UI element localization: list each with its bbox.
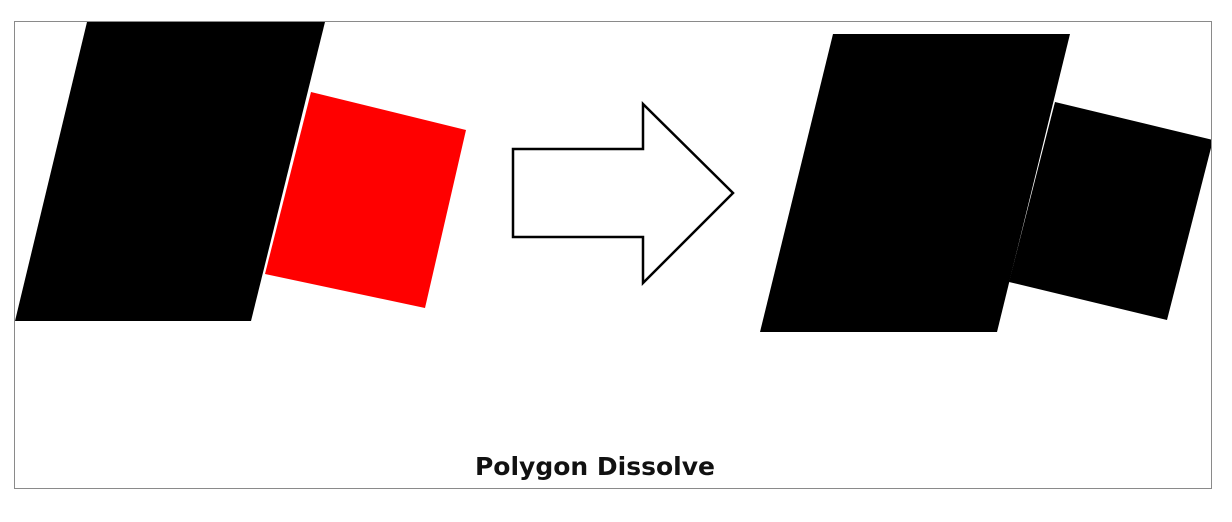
output-parallelogram — [760, 34, 1070, 332]
diagram-frame: Polygon Dissolve — [14, 21, 1212, 489]
output-square — [1009, 102, 1211, 320]
input-parallelogram — [15, 22, 325, 321]
right-arrow-icon — [511, 101, 735, 287]
input-polygons — [15, 22, 466, 321]
arrow-shape — [511, 101, 735, 287]
polygon-dissolve-illustration — [15, 22, 1211, 332]
diagram-caption: Polygon Dissolve — [474, 452, 715, 481]
output-polygons — [760, 34, 1211, 332]
input-red-square — [265, 92, 466, 308]
